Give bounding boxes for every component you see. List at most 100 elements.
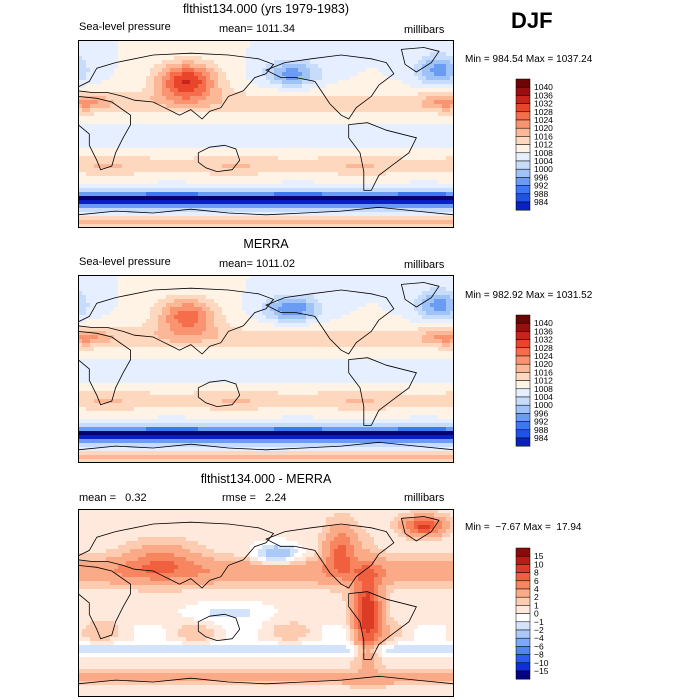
- panel-3-colorbar-swatch: [515, 564, 531, 573]
- panel-1-colorbar-tick: 1012: [534, 140, 553, 150]
- panel-1-colorbar-tick: 984: [534, 197, 548, 207]
- panel-3-colorbar-swatch: [515, 613, 531, 623]
- panel-2-colorbar-tick: 1004: [534, 392, 553, 402]
- panel-2-colorbar-swatch: [515, 388, 531, 398]
- panel-2-colorbar-swatch: [515, 429, 531, 439]
- panel-1-min-max: Min = 984.54 Max = 1037.24: [465, 54, 593, 65]
- panel-3-colorbar-tick: −4: [534, 633, 544, 643]
- panel-2-colorbar-swatch: [515, 339, 531, 349]
- panel-2-colorbar-swatch: [515, 413, 531, 422]
- panel-3-coastline: [197, 613, 241, 642]
- panel-1-colorbar-swatch: [515, 168, 531, 178]
- panel-1-colorbar-tick: 988: [534, 189, 548, 199]
- panel-3-colorbar-tick: 10: [534, 559, 544, 569]
- panel-3-coastline: [400, 516, 440, 542]
- panel-1-colorbar-tick: 1008: [534, 148, 553, 158]
- panel-2-colorbar-tick: 996: [534, 408, 548, 418]
- panel-2-map: [78, 275, 454, 463]
- panel-1-colorbar-swatch: [515, 111, 531, 121]
- panel-3-colorbar-tick: −6: [534, 641, 544, 651]
- panel-2-coastline: [400, 282, 440, 308]
- panel-1-coastline: [78, 95, 131, 171]
- panel-3-coastline: [78, 521, 275, 589]
- panel-2-colorbar-swatch: [515, 421, 531, 431]
- panel-1-colorbar-swatch: [515, 86, 531, 96]
- panel-3-colorbar-tick: −15: [534, 666, 549, 676]
- panel-3-colorbar-swatch: [515, 555, 531, 565]
- panel-3-colorbar-tick: 1: [534, 600, 539, 610]
- panel-2-coastline: [78, 287, 275, 355]
- panel-2-colorbar-swatch: [515, 404, 531, 414]
- panel-3-colorbar-swatch: [515, 572, 531, 582]
- panel-1-coastline: [265, 54, 395, 120]
- panel-3-colorbar-tick: −8: [534, 650, 544, 660]
- panel-1-map: [78, 40, 454, 228]
- panel-2-mean-label: mean= 1011.02: [219, 258, 295, 270]
- panel-2-colorbar-swatch: [515, 372, 531, 381]
- panel-1-colorbar-tick: 1036: [534, 90, 553, 100]
- panel-1-colorbar-swatch: [515, 136, 531, 145]
- panel-1-coastline: [78, 206, 454, 228]
- panel-1-colorbar-tick: 996: [534, 172, 548, 182]
- panel-1-colorbar-tick: 1028: [534, 107, 553, 117]
- panel-1-colorbar-swatch: [515, 103, 531, 113]
- panel-1-colorbar-tick: 1032: [534, 99, 553, 109]
- panel-3-mean-label: mean = 0.32: [79, 492, 147, 504]
- panel-1-colorbar-swatch: [515, 160, 531, 170]
- panel-3-map: [78, 509, 454, 697]
- panel-1-colorbar-tick: 1040: [534, 82, 553, 92]
- panel-1-colorbar-swatch: [515, 144, 531, 154]
- panel-3-colorbar-swatch: [515, 580, 531, 590]
- panel-3-colorbar-tick: 2: [534, 592, 539, 602]
- panel-2-colorbar-tick: 988: [534, 425, 548, 435]
- panel-2-coastline: [197, 379, 241, 408]
- panel-2-colorbar-swatch: [515, 355, 531, 365]
- panel-3-colorbar-swatch: [515, 596, 531, 606]
- panel-2-min-max: Min = 982.92 Max = 1031.52: [465, 290, 593, 301]
- panel-2-colorbar-swatch: [515, 380, 531, 390]
- panel-3-map-frame: [78, 509, 454, 697]
- panel-2-colorbar-tick: 1000: [534, 400, 553, 410]
- panel-2-colorbar-swatch: [515, 363, 531, 373]
- panel-1-colorbar-swatch: [515, 201, 531, 211]
- panel-2-colorbar-swatch: [515, 396, 531, 406]
- panel-1-colorbar: 1040103610321028102410201016101210081004…: [515, 78, 553, 211]
- panel-1-colorbar-swatch: [515, 78, 531, 88]
- panel-3-colorbar-tick: 15: [534, 551, 544, 561]
- panel-3-colorbar-swatch: [515, 605, 531, 614]
- panel-1-coastline: [197, 144, 241, 173]
- panel-2-coastline: [78, 330, 131, 406]
- panel-1-colorbar-swatch: [515, 177, 531, 186]
- panel-1-coastline: [400, 47, 440, 73]
- panel-2-colorbar-tick: 1012: [534, 376, 553, 386]
- panel-2-colorbar-tick: 1024: [534, 351, 553, 361]
- panel-3-coastline: [78, 564, 131, 640]
- panel-3-colorbar-swatch: [515, 670, 531, 680]
- panel-3-colorbar-tick: −2: [534, 625, 544, 635]
- panel-3-colorbar-swatch: [515, 629, 531, 639]
- panel-1-variable-label: Sea-level pressure: [79, 21, 171, 33]
- panel-1-colorbar-swatch: [515, 95, 531, 104]
- panel-2-colorbar: 1040103610321028102410201016101210081004…: [515, 314, 553, 447]
- panel-1-map-frame: [78, 40, 454, 228]
- panel-3-rmse-label: rmse = 2.24: [222, 492, 287, 504]
- panel-1-colorbar-tick: 1016: [534, 131, 553, 141]
- panel-1-colorbar-tick: 1020: [534, 123, 553, 133]
- panel-2-colorbar-tick: 992: [534, 417, 548, 427]
- panel-2-colorbar-swatch: [515, 347, 531, 357]
- panel-2-colorbar-swatch: [515, 322, 531, 332]
- panel-1-colorbar-swatch: [515, 193, 531, 203]
- panel-2-title: MERRA: [243, 237, 289, 251]
- panel-2-colorbar-tick: 1008: [534, 384, 553, 394]
- panel-2-colorbar-tick: 1036: [534, 326, 553, 336]
- panel-3-coastline: [265, 523, 395, 589]
- panel-3-units: millibars: [404, 492, 445, 504]
- panel-2-map-frame: [78, 275, 454, 463]
- panel-3-colorbar-tick: 4: [534, 584, 539, 594]
- panel-3-colorbar-swatch: [515, 547, 531, 557]
- panel-1-colorbar-tick: 992: [534, 181, 548, 191]
- panel-3-coastline: [78, 675, 454, 697]
- panel-2-colorbar-tick: 984: [534, 433, 548, 443]
- panel-2-units: millibars: [404, 259, 445, 271]
